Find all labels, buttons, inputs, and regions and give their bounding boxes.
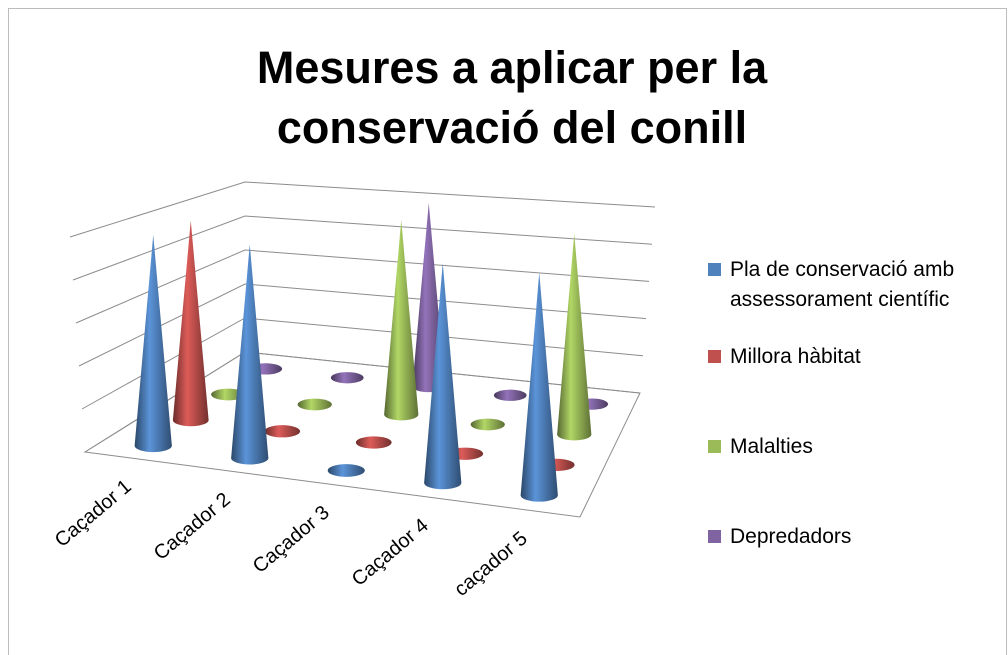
- cone: [327, 464, 365, 477]
- cone: [172, 220, 209, 427]
- legend-swatch: [708, 350, 721, 363]
- cone: [231, 244, 269, 465]
- cone: [355, 436, 392, 449]
- legend-swatch: [708, 530, 721, 543]
- legend-label: Depredadors: [730, 525, 852, 548]
- legend-swatch: [708, 263, 721, 276]
- legend-label: Millora hàbitat: [730, 345, 861, 368]
- legend-item: Depredadors: [708, 522, 1008, 552]
- cone: [493, 389, 527, 401]
- x-tick-label: Caçador 4: [348, 514, 433, 590]
- cone: [330, 372, 364, 384]
- cone: [134, 234, 172, 453]
- cone: [384, 219, 419, 421]
- grid-line: [78, 283, 647, 367]
- cone: [557, 233, 592, 441]
- x-tick-label: Caçador 3: [249, 501, 334, 577]
- cone: [424, 262, 462, 490]
- legend-item: Pla de conservació amb assessorament cie…: [708, 255, 1008, 315]
- grid-line: [72, 215, 653, 281]
- x-tick-label: Caçador 1: [51, 475, 136, 551]
- chart-title: Mesures a aplicar per la conservació del…: [256, 42, 768, 153]
- x-tick-label: caçador 5: [450, 527, 531, 600]
- cone: [520, 272, 558, 502]
- cone: [297, 398, 332, 411]
- legend-label: Malalties: [730, 435, 813, 458]
- cone: [470, 418, 505, 431]
- cone: [264, 425, 301, 438]
- legend-label: Pla de conservació amb assessorament cie…: [730, 258, 955, 311]
- legend-swatch: [708, 440, 721, 453]
- chart-border: [8, 8, 1007, 655]
- grid-line: [69, 181, 656, 238]
- grid-line: [75, 249, 650, 324]
- legend-item: Malalties: [708, 432, 1008, 462]
- legend-item: Millora hàbitat: [708, 342, 1008, 372]
- x-tick-label: Caçador 2: [150, 488, 235, 564]
